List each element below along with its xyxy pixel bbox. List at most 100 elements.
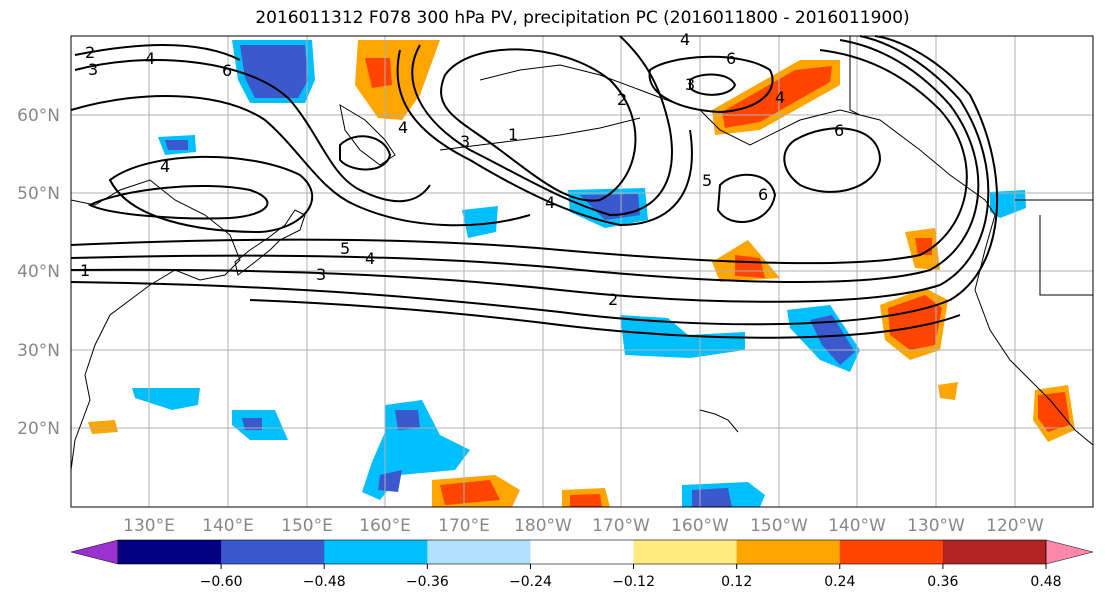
contour-label: 1 (80, 261, 90, 280)
contour-labels: 2 3 4 4 6 4 1 3 4 5 4 3 2 5 6 2 4 3 6 4 … (80, 30, 844, 309)
lon-label: 120°W (986, 516, 1044, 536)
contour-label: 6 (758, 185, 768, 204)
lon-label: 180°W (514, 516, 572, 536)
contour-label: 4 (365, 249, 375, 268)
lat-label: 20°N (17, 419, 60, 439)
lat-label: 40°N (17, 262, 60, 282)
colorbar-box (942, 540, 1047, 564)
lon-label: 170°E (438, 516, 490, 536)
colorbar-box (736, 540, 841, 564)
precip-area (242, 418, 262, 430)
pv-contour (87, 185, 269, 220)
colorbar-labels: −0.60 −0.48 −0.36 −0.24 −0.12 0.12 0.24 0.36 0.4… (200, 564, 1062, 590)
pv-contour (648, 55, 774, 114)
pv-contour (74, 44, 241, 61)
contour-label: 4 (398, 118, 408, 137)
lat-label: 60°N (17, 106, 60, 126)
colorbar-box (221, 540, 325, 564)
pv-contour (783, 127, 882, 193)
precip-area (692, 488, 732, 507)
lon-label: 130°W (907, 516, 965, 536)
precip-area (722, 66, 832, 128)
precip-area (165, 140, 188, 150)
lat-label: 30°N (17, 341, 60, 361)
contour-label: 3 (460, 132, 470, 151)
precip-area (462, 206, 498, 238)
map-title: 2016011312 F078 300 hPa PV, precipitatio… (255, 8, 910, 28)
colorbar-tick-label: 0.24 (824, 574, 855, 590)
contour-label: 6 (726, 49, 736, 68)
precip-area (570, 494, 602, 507)
colorbar-tick-label: 0.12 (721, 574, 752, 590)
colorbar-box (118, 540, 222, 564)
pv-contour (716, 173, 777, 223)
pv-contour (70, 49, 968, 265)
precip-area (810, 315, 855, 365)
precip-shading (88, 40, 1075, 507)
pv-contour (70, 39, 980, 283)
contour-label: 4 (545, 193, 555, 212)
coastline-alaska (479, 64, 1094, 446)
lon-label: 150°E (281, 516, 333, 536)
contour-label: 5 (702, 171, 712, 190)
colorbar: −0.60 −0.48 −0.36 −0.24 −0.12 0.12 0.24 0.36 0.4… (70, 539, 1094, 590)
contour-label: 2 (617, 90, 627, 109)
pv-contour (339, 135, 392, 171)
colorbar-tick-label: 0.48 (1030, 574, 1061, 590)
pv-contour (70, 35, 999, 326)
country-border (1039, 215, 1093, 296)
colorbar-right-extension (1045, 539, 1094, 565)
contour-label: 2 (608, 290, 618, 309)
lon-label: 130°E (123, 516, 175, 536)
colorbar-outline (117, 539, 1047, 565)
precip-area (990, 190, 1026, 218)
coastline-asia (70, 179, 241, 471)
colorbar-box (324, 540, 428, 564)
pv-contour (689, 73, 737, 96)
colorbar-tick-label: −0.60 (200, 574, 243, 590)
contour-label: 4 (775, 88, 785, 107)
colorbar-box (530, 540, 635, 564)
precip-area (1038, 392, 1070, 432)
country-border (849, 36, 861, 116)
contour-label: 4 (145, 49, 155, 68)
lon-label: 140°W (828, 516, 886, 536)
precip-area (938, 382, 958, 400)
precip-area (735, 255, 765, 278)
precip-area (888, 295, 942, 350)
lat-label: 50°N (17, 184, 60, 204)
lon-labels: 130°E 140°E 150°E 160°E 170°E 180°W 170°… (123, 516, 1044, 536)
pv-contour (396, 49, 693, 227)
lon-label: 150°W (750, 516, 808, 536)
precip-area (440, 480, 500, 505)
lon-label: 160°E (359, 516, 411, 536)
pv-contour (249, 299, 961, 339)
contour-label: 3 (88, 60, 98, 79)
lon-label: 140°E (202, 516, 254, 536)
lat-labels: 60°N 50°N 40°N 30°N 20°N (17, 106, 60, 439)
map-frame (70, 35, 1094, 508)
pv-contour (440, 48, 637, 202)
colorbar-left-extension (70, 539, 119, 565)
contour-label: 1 (508, 125, 518, 144)
colorbar-tick-label: 0.36 (927, 574, 958, 590)
contour-label: 6 (222, 61, 232, 80)
contour-label: 4 (680, 30, 690, 49)
pv-contour (74, 59, 431, 203)
lon-label: 160°W (671, 516, 729, 536)
precip-area (378, 470, 402, 492)
pv-contours (70, 35, 999, 339)
colorbar-tick-label: −0.48 (303, 574, 346, 590)
colorbar-tick-label: −0.36 (406, 574, 449, 590)
precip-area (88, 420, 118, 434)
pv-contour (70, 95, 531, 227)
colorbar-box (427, 540, 531, 564)
coastline-hawaii (699, 409, 739, 433)
contour-label: 6 (834, 121, 844, 140)
precip-area (395, 410, 420, 430)
coastline-japan (234, 209, 306, 276)
coastlines (70, 36, 1094, 471)
precip-area (240, 45, 308, 98)
contour-label: 4 (160, 157, 170, 176)
